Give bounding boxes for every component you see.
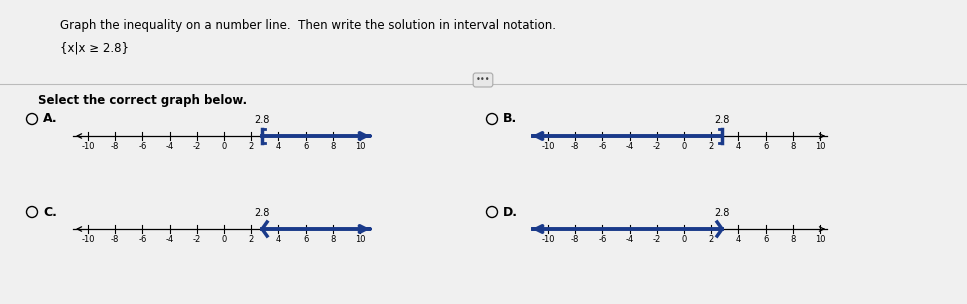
Text: -4: -4 xyxy=(165,235,174,244)
Text: 0: 0 xyxy=(682,235,687,244)
Text: -6: -6 xyxy=(599,142,606,151)
Text: -6: -6 xyxy=(599,235,606,244)
Text: {x|x ≥ 2.8}: {x|x ≥ 2.8} xyxy=(60,42,129,55)
Text: -2: -2 xyxy=(653,142,660,151)
Text: 2: 2 xyxy=(249,142,253,151)
Text: -6: -6 xyxy=(138,142,147,151)
Text: -8: -8 xyxy=(571,142,579,151)
Text: Graph the inequality on a number line.  Then write the solution in interval nota: Graph the inequality on a number line. T… xyxy=(60,19,556,32)
Text: -10: -10 xyxy=(81,142,95,151)
Text: 2: 2 xyxy=(709,142,714,151)
Text: -6: -6 xyxy=(138,235,147,244)
Text: 4: 4 xyxy=(276,235,281,244)
Text: 8: 8 xyxy=(790,235,796,244)
Text: C.: C. xyxy=(43,206,57,219)
Text: -10: -10 xyxy=(542,142,555,151)
Text: 10: 10 xyxy=(815,142,825,151)
Text: -2: -2 xyxy=(192,235,201,244)
Text: 8: 8 xyxy=(330,235,336,244)
Text: 2: 2 xyxy=(709,235,714,244)
Text: 0: 0 xyxy=(682,142,687,151)
Text: B.: B. xyxy=(503,112,517,126)
Text: -8: -8 xyxy=(111,142,119,151)
Text: -2: -2 xyxy=(653,235,660,244)
Text: 4: 4 xyxy=(736,235,741,244)
Text: -4: -4 xyxy=(165,142,174,151)
Text: •••: ••• xyxy=(476,75,490,85)
Text: -8: -8 xyxy=(571,235,579,244)
Text: 6: 6 xyxy=(763,235,769,244)
Text: -10: -10 xyxy=(542,235,555,244)
Text: -4: -4 xyxy=(626,235,633,244)
Text: 10: 10 xyxy=(355,142,366,151)
Text: 6: 6 xyxy=(763,142,769,151)
Text: 2.8: 2.8 xyxy=(254,208,270,218)
Text: 2.8: 2.8 xyxy=(715,208,730,218)
Text: 8: 8 xyxy=(790,142,796,151)
Text: 6: 6 xyxy=(303,235,308,244)
Text: 10: 10 xyxy=(815,235,825,244)
Text: 0: 0 xyxy=(221,142,226,151)
Text: 4: 4 xyxy=(736,142,741,151)
Text: 4: 4 xyxy=(276,142,281,151)
Text: Select the correct graph below.: Select the correct graph below. xyxy=(38,94,248,107)
Text: 2: 2 xyxy=(249,235,253,244)
Text: -4: -4 xyxy=(626,142,633,151)
Text: D.: D. xyxy=(503,206,518,219)
Text: 10: 10 xyxy=(355,235,366,244)
Text: 0: 0 xyxy=(221,235,226,244)
Text: 2.8: 2.8 xyxy=(715,115,730,125)
Text: 8: 8 xyxy=(330,142,336,151)
Text: 6: 6 xyxy=(303,142,308,151)
Text: -2: -2 xyxy=(192,142,201,151)
Text: 2.8: 2.8 xyxy=(254,115,270,125)
Text: -10: -10 xyxy=(81,235,95,244)
Text: A.: A. xyxy=(43,112,58,126)
Text: -8: -8 xyxy=(111,235,119,244)
